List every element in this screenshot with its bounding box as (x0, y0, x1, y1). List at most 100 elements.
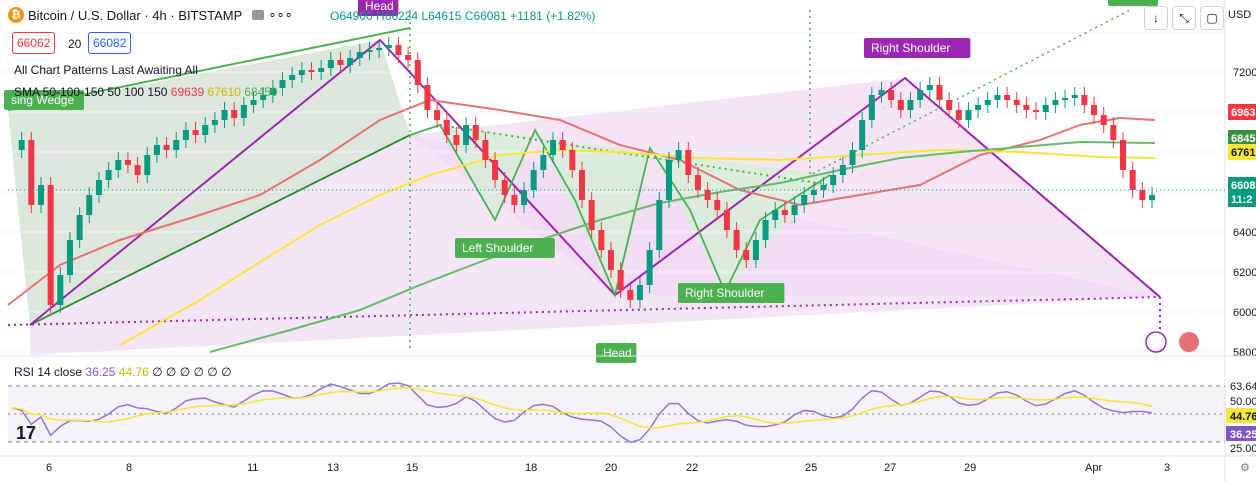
rsi-ma-badge (1226, 408, 1256, 423)
left-shoulder-label: Left Shoulder (462, 241, 533, 255)
candle-body (211, 120, 218, 125)
currency-label[interactable]: USD (1228, 9, 1252, 21)
candle-body (492, 160, 499, 180)
x-tick-label: 22 (686, 462, 698, 474)
candle-body (559, 140, 566, 150)
candle-body (424, 85, 431, 110)
candle-body (733, 230, 740, 250)
wedge-shadow-fill (8, 40, 410, 325)
candle-body (540, 155, 547, 170)
rsi-value-badge (1226, 426, 1256, 441)
rsi-indicator-label[interactable]: RSI 14 close 36.25 44.76 ∅ ∅ ∅ ∅ ∅ ∅ (14, 365, 232, 379)
candle-body (752, 240, 759, 260)
candle-body (182, 130, 189, 140)
candle-body (221, 110, 228, 120)
y-tick-label: 6400 (1233, 227, 1256, 239)
candle-body (1023, 105, 1030, 110)
rsi-value: 36.25 (85, 365, 116, 379)
candle-body (1081, 95, 1088, 105)
price-label: 6963 (1231, 107, 1255, 119)
x-tick-label: 6 (46, 462, 52, 474)
candle-body (47, 185, 54, 305)
candle-body (434, 110, 441, 120)
candle-body (337, 60, 344, 65)
candle-body (849, 150, 856, 165)
price-label-bg (1228, 130, 1256, 146)
rsi-ma-value: 44.76 (118, 365, 149, 379)
candles-group (18, 37, 1155, 313)
candle-body (192, 130, 199, 135)
x-tick-label: 20 (605, 462, 617, 474)
spread-value: 20 (68, 37, 82, 51)
candle-body (28, 140, 35, 205)
candle-body (163, 145, 170, 150)
ask-price-box[interactable]: 66082 (88, 32, 132, 54)
x-tick-label: 3 (1164, 462, 1170, 474)
sma-indicator-label[interactable]: SMA 50-100-150 50 100 150 69639 67610 68… (14, 85, 278, 99)
support-line (7, 296, 1161, 326)
more-icon[interactable]: ∘∘∘ (268, 7, 293, 22)
candle-body (443, 120, 450, 135)
y-tick-label: 7200 (1233, 67, 1256, 79)
candle-body (607, 250, 614, 270)
target-marker (809, 9, 1131, 177)
candle-body (656, 200, 663, 250)
candle-body (1033, 110, 1040, 112)
candle-body (704, 190, 711, 200)
candle-body (1042, 105, 1049, 112)
candle-body (926, 85, 933, 90)
candle-body (810, 190, 817, 195)
candle-body (1052, 100, 1059, 105)
bid-price-box[interactable]: 66062 (12, 32, 56, 54)
candle-body (598, 230, 605, 250)
candle-body (269, 88, 276, 95)
fullscreen-icon[interactable]: ▢ (1200, 6, 1224, 30)
candle-body (743, 250, 750, 260)
candle-body (298, 70, 305, 75)
candle-body (530, 170, 537, 190)
eye-icon[interactable] (252, 10, 265, 20)
rsi-tick-label: 25.00 (1230, 443, 1256, 455)
sma150-value: 68450 (244, 85, 278, 99)
candle-body (153, 145, 160, 155)
candle-body (1139, 190, 1146, 200)
head-bottom-label: Head (603, 346, 632, 360)
candle-body (86, 195, 93, 215)
rsi-ma-line (11, 387, 1153, 429)
price-label: 11:2 (1231, 194, 1252, 206)
candle-body (897, 100, 904, 110)
candle-body (646, 250, 653, 285)
candle-body (1013, 100, 1020, 105)
y-tick-label: 6200 (1233, 267, 1256, 279)
candle-body (318, 68, 325, 72)
bitcoin-icon: ₿ (8, 7, 24, 23)
candle-body (1110, 125, 1117, 140)
candle-body (946, 100, 953, 110)
candle-body (1129, 170, 1136, 190)
x-tick-label: 29 (964, 462, 976, 474)
arrow-down-icon[interactable]: ↓ (1144, 6, 1168, 30)
candle-body (830, 175, 837, 185)
right-shoulder-top-label-bg (864, 38, 971, 58)
rsi-tick-label: 44.76 (1230, 411, 1256, 423)
candle-body (907, 100, 914, 110)
price-label-bg (1228, 104, 1256, 120)
symbol-header[interactable]: ₿ Bitcoin / U.S. Dollar · 4h · BITSTAMP … (8, 7, 293, 23)
candle-body (627, 290, 634, 300)
target-badge (1108, 0, 1158, 6)
candle-body (366, 50, 373, 52)
collapse-icon[interactable]: ⤡ (1172, 6, 1196, 30)
candle-body (984, 100, 991, 105)
candle-body (37, 185, 44, 205)
candle-body (975, 105, 982, 110)
inverse-hs-line (409, 123, 831, 298)
symbol-title[interactable]: Bitcoin / U.S. Dollar · 4h · BITSTAMP (28, 7, 243, 23)
candle-body (115, 160, 122, 170)
patterns-indicator-label[interactable]: All Chart Patterns Last Awaiting All (14, 63, 198, 77)
candle-body (801, 195, 808, 205)
x-tick-label: 13 (327, 462, 339, 474)
y-tick-label: 5800 (1233, 347, 1256, 359)
price-label-bg (1228, 191, 1256, 207)
